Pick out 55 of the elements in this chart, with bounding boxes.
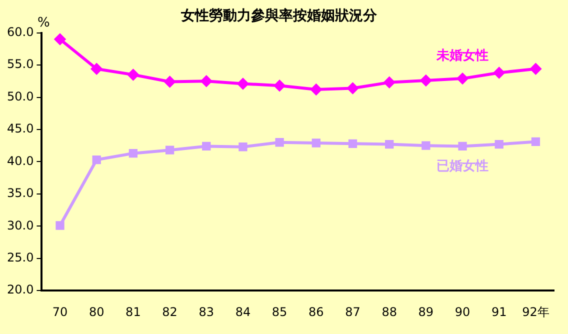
point: [275, 138, 284, 147]
series-label: 已婚女性: [436, 159, 489, 174]
point: [237, 78, 248, 90]
point: [494, 140, 504, 149]
point: [128, 69, 139, 80]
point: [531, 137, 540, 146]
point: [274, 80, 286, 92]
series-label: 未婚女性: [436, 48, 489, 64]
point: [422, 141, 430, 150]
point: [494, 67, 505, 78]
y-tick-label: 25.0: [7, 250, 34, 264]
point: [312, 138, 320, 148]
x-tick-label: 82: [162, 304, 178, 319]
x-tick-label: 85: [272, 304, 288, 319]
point: [530, 63, 542, 74]
x-tick-label: 80: [88, 304, 104, 319]
point: [348, 139, 358, 148]
x-tick-label: 91: [491, 304, 507, 319]
point: [238, 142, 248, 152]
x-tick-label: 70: [52, 304, 68, 319]
y-tick-label: 50.0: [7, 89, 34, 104]
x-tick-label: 90: [454, 304, 470, 319]
x-tick-label: 84: [235, 304, 251, 319]
x-tick-label: 89: [418, 304, 434, 319]
point: [202, 142, 211, 151]
x-tick-label: 83: [198, 304, 214, 319]
x-tick-label: 88: [382, 304, 397, 319]
point: [91, 63, 102, 74]
x-tick-label: 86: [308, 304, 324, 319]
y-axis-title: %: [38, 16, 50, 31]
x-tick-label: 87: [345, 304, 360, 319]
y-tick-label: 60.0: [7, 24, 34, 39]
point: [310, 84, 322, 96]
point: [164, 76, 176, 88]
point: [92, 155, 101, 164]
x-tick-label: 81: [126, 304, 141, 319]
point: [54, 34, 66, 45]
point: [200, 76, 212, 87]
y-tick-label: 55.0: [7, 57, 34, 72]
point: [457, 73, 468, 84]
chart-title: 女性勞動力參與率按婚姻狀況分: [180, 7, 378, 24]
point: [458, 142, 467, 151]
y-tick-label: 40.0: [7, 154, 34, 168]
point: [385, 140, 394, 149]
y-tick-label: 45.0: [7, 122, 34, 136]
point: [56, 221, 64, 230]
y-tick-label: 20.0: [7, 282, 34, 297]
point: [384, 76, 395, 88]
x-tick-label: 92年: [522, 304, 550, 319]
point: [420, 74, 432, 86]
y-tick-label: 35.0: [7, 186, 34, 200]
point: [128, 148, 138, 158]
point: [347, 82, 358, 94]
point: [165, 146, 174, 154]
y-tick-label: 30.0: [7, 218, 34, 232]
